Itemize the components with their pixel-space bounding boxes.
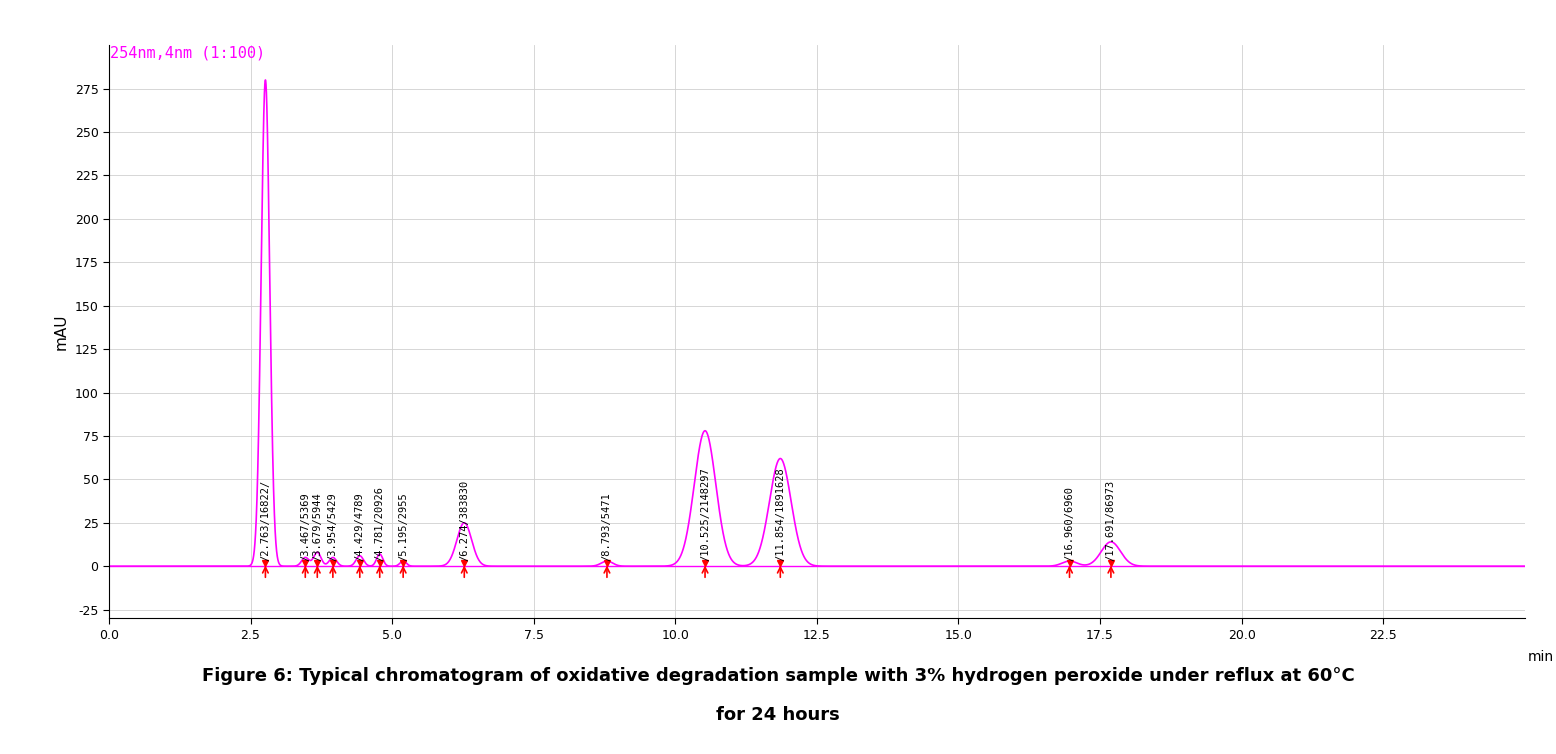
Text: for 24 hours: for 24 hours (716, 706, 840, 725)
Text: /4.781/20926: /4.781/20926 (375, 486, 384, 561)
Text: /6.274/383830: /6.274/383830 (459, 480, 470, 561)
Text: /3.467/5369: /3.467/5369 (300, 492, 310, 561)
Text: /3.954/5429: /3.954/5429 (328, 492, 338, 561)
Text: /2.763/16822/: /2.763/16822/ (260, 480, 271, 561)
Text: Figure 6: Typical chromatogram of oxidative degradation sample with 3% hydrogen : Figure 6: Typical chromatogram of oxidat… (202, 667, 1354, 685)
Text: /17.691/86973: /17.691/86973 (1106, 480, 1116, 561)
Text: /11.854/1891628: /11.854/1891628 (775, 467, 786, 561)
Text: /8.793/5471: /8.793/5471 (602, 492, 612, 561)
Text: min: min (1528, 650, 1554, 664)
Text: /5.195/2955: /5.195/2955 (398, 492, 408, 561)
Y-axis label: mAU: mAU (54, 314, 68, 350)
Text: /3.679/5944: /3.679/5944 (313, 492, 322, 561)
Text: /4.429/4789: /4.429/4789 (355, 492, 364, 561)
Text: /10.525/2148297: /10.525/2148297 (700, 467, 710, 561)
Text: 254nm,4nm (1:100): 254nm,4nm (1:100) (110, 45, 266, 60)
Text: /16.960/6960: /16.960/6960 (1064, 486, 1075, 561)
